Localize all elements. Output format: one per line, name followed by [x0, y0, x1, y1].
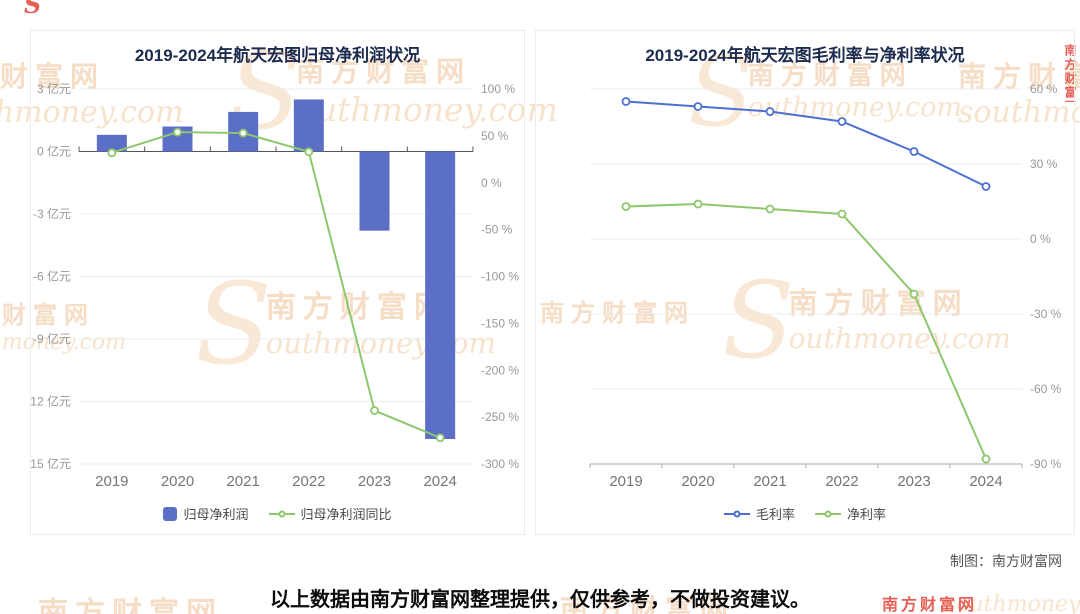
margin-legend: 毛利率 净利率: [536, 504, 1074, 523]
x-axis-tick-label: 2019: [609, 473, 642, 490]
left-axis-tick-label: -3 亿元: [33, 206, 71, 221]
line-point-2023: [370, 406, 379, 415]
line-point-2022: [837, 117, 847, 126]
disclaimer-text: 以上数据由南方财富网整理提供，仅供参考，不做投资建议。: [270, 589, 810, 611]
line-point-2019: [621, 97, 631, 106]
net-profit-chart-canvas[interactable]: 3 亿元 0 亿元 -3 亿元 -6 亿元 -9 亿元 -12 亿元 -15 亿元 100 %…: [31, 31, 526, 536]
right-axis-tick-label: -200 %: [481, 363, 519, 377]
right-axis-tick-label: 30 %: [1030, 157, 1058, 171]
line-point-2022: [837, 209, 847, 219]
left-axis-tick-label: -12 亿元: [31, 394, 71, 409]
legend-label: 净利率: [847, 507, 887, 522]
line-point-2019: [621, 202, 631, 211]
legend-item-net-profit[interactable]: 归母净利润: [163, 504, 249, 523]
right-axis-tick-label: 0 %: [481, 176, 502, 190]
line-point-2024: [981, 454, 991, 464]
right-axis-tick-label: -50 %: [481, 223, 513, 237]
margin-chart-title: 2019-2024年航天宏图毛利率与净利率状况: [645, 46, 965, 65]
line-point-2023: [909, 147, 919, 156]
line-point-2021: [238, 128, 248, 138]
left-axis-tick-label: 0 亿元: [37, 144, 71, 159]
legend-label: 毛利率: [755, 507, 795, 522]
margin-chart-canvas[interactable]: 60 %30 %0 %-30 %-60 %-90 %2019 2020 2021 20…: [536, 31, 1076, 536]
right-axis-tick-label: 50 %: [481, 129, 509, 143]
line-point-2024: [981, 182, 991, 191]
x-axis-tick-label: 2024: [969, 473, 1002, 490]
x-axis-tick-label: 2023: [358, 473, 391, 490]
right-axis-tick-label: 0 %: [1030, 232, 1051, 246]
left-axis-tick-label: 3 亿元: [37, 81, 71, 96]
legend-item-net-margin[interactable]: 净利率: [815, 504, 886, 523]
line-series: [625, 100, 987, 188]
line-point-2023: [909, 289, 919, 299]
right-axis-tick-label: -150 %: [481, 316, 519, 330]
x-axis-tick-label: 2021: [753, 473, 786, 490]
legend-item-net-profit-yoy[interactable]: 归母净利润同比: [268, 504, 392, 523]
line-swatch-icon: [815, 510, 841, 517]
x-axis-tick-label: 2024: [423, 473, 456, 490]
line-swatch-icon: [268, 510, 295, 517]
red-stamp-corner: S: [24, 0, 42, 19]
net-profit-chart-card: 2019-2024年航天宏图归母净利润状况 3 亿元 0 亿元 -3 亿元 -6 亿元…: [30, 30, 525, 535]
line-point-2021: [765, 204, 775, 214]
x-axis-tick-label: 2022: [292, 473, 325, 490]
x-axis-tick-label: 2021: [226, 473, 259, 490]
line-series: [625, 202, 987, 460]
line-point-2019: [107, 148, 117, 158]
bar-2022: [293, 99, 324, 152]
x-axis-tick-label: 2019: [95, 473, 128, 490]
right-axis-tick-label: -60 %: [1030, 382, 1062, 396]
right-axis-tick-label: -100 %: [481, 270, 519, 284]
line-point-2022: [304, 147, 314, 157]
x-axis-tick-label: 2023: [897, 473, 930, 490]
line-point-2020: [173, 127, 182, 137]
chart-credit: 制图：南方财富网: [950, 553, 1062, 569]
right-axis-tick-label: -30 %: [1030, 307, 1062, 321]
right-axis-tick-label: 100 %: [481, 82, 515, 96]
bar-swatch-icon: [163, 506, 178, 521]
bar-2023: [359, 151, 390, 231]
line-point-2020: [693, 102, 703, 111]
x-axis-tick-label: 2020: [681, 473, 714, 490]
right-axis-tick-label: -90 %: [1030, 457, 1062, 471]
right-axis-tick-label: 60 %: [1030, 82, 1058, 96]
legend-label: 归母净利润同比: [300, 507, 392, 522]
right-axis-tick-label: -250 %: [481, 410, 519, 424]
line-swatch-icon: [723, 510, 750, 517]
line-series: [111, 131, 441, 439]
right-axis-tick-label: -300 %: [481, 457, 519, 471]
left-axis-tick-label: -6 亿元: [33, 269, 71, 284]
bar-2019: [96, 134, 127, 152]
left-axis-tick-label: -15 亿元: [31, 456, 71, 471]
line-point-2021: [765, 107, 775, 116]
margin-chart-card: 2019-2024年航天宏图毛利率与净利率状况 60 % 30 % 0 % -30 %…: [535, 30, 1075, 535]
bar-2024: [425, 151, 456, 439]
left-axis-tick-label: -9 亿元: [33, 331, 71, 346]
legend-item-gross-margin[interactable]: 毛利率: [723, 504, 795, 523]
line-point-2020: [693, 199, 703, 209]
x-axis-tick-label: 2022: [825, 473, 858, 490]
legend-label: 归母净利润: [183, 507, 249, 522]
net-profit-chart-title: 2019-2024年航天宏图归母净利润状况: [134, 46, 421, 65]
x-axis-tick-label: 2020: [161, 473, 194, 490]
line-point-2024: [435, 433, 445, 443]
net-profit-legend: 归母净利润 归母净利润同比: [31, 504, 524, 523]
